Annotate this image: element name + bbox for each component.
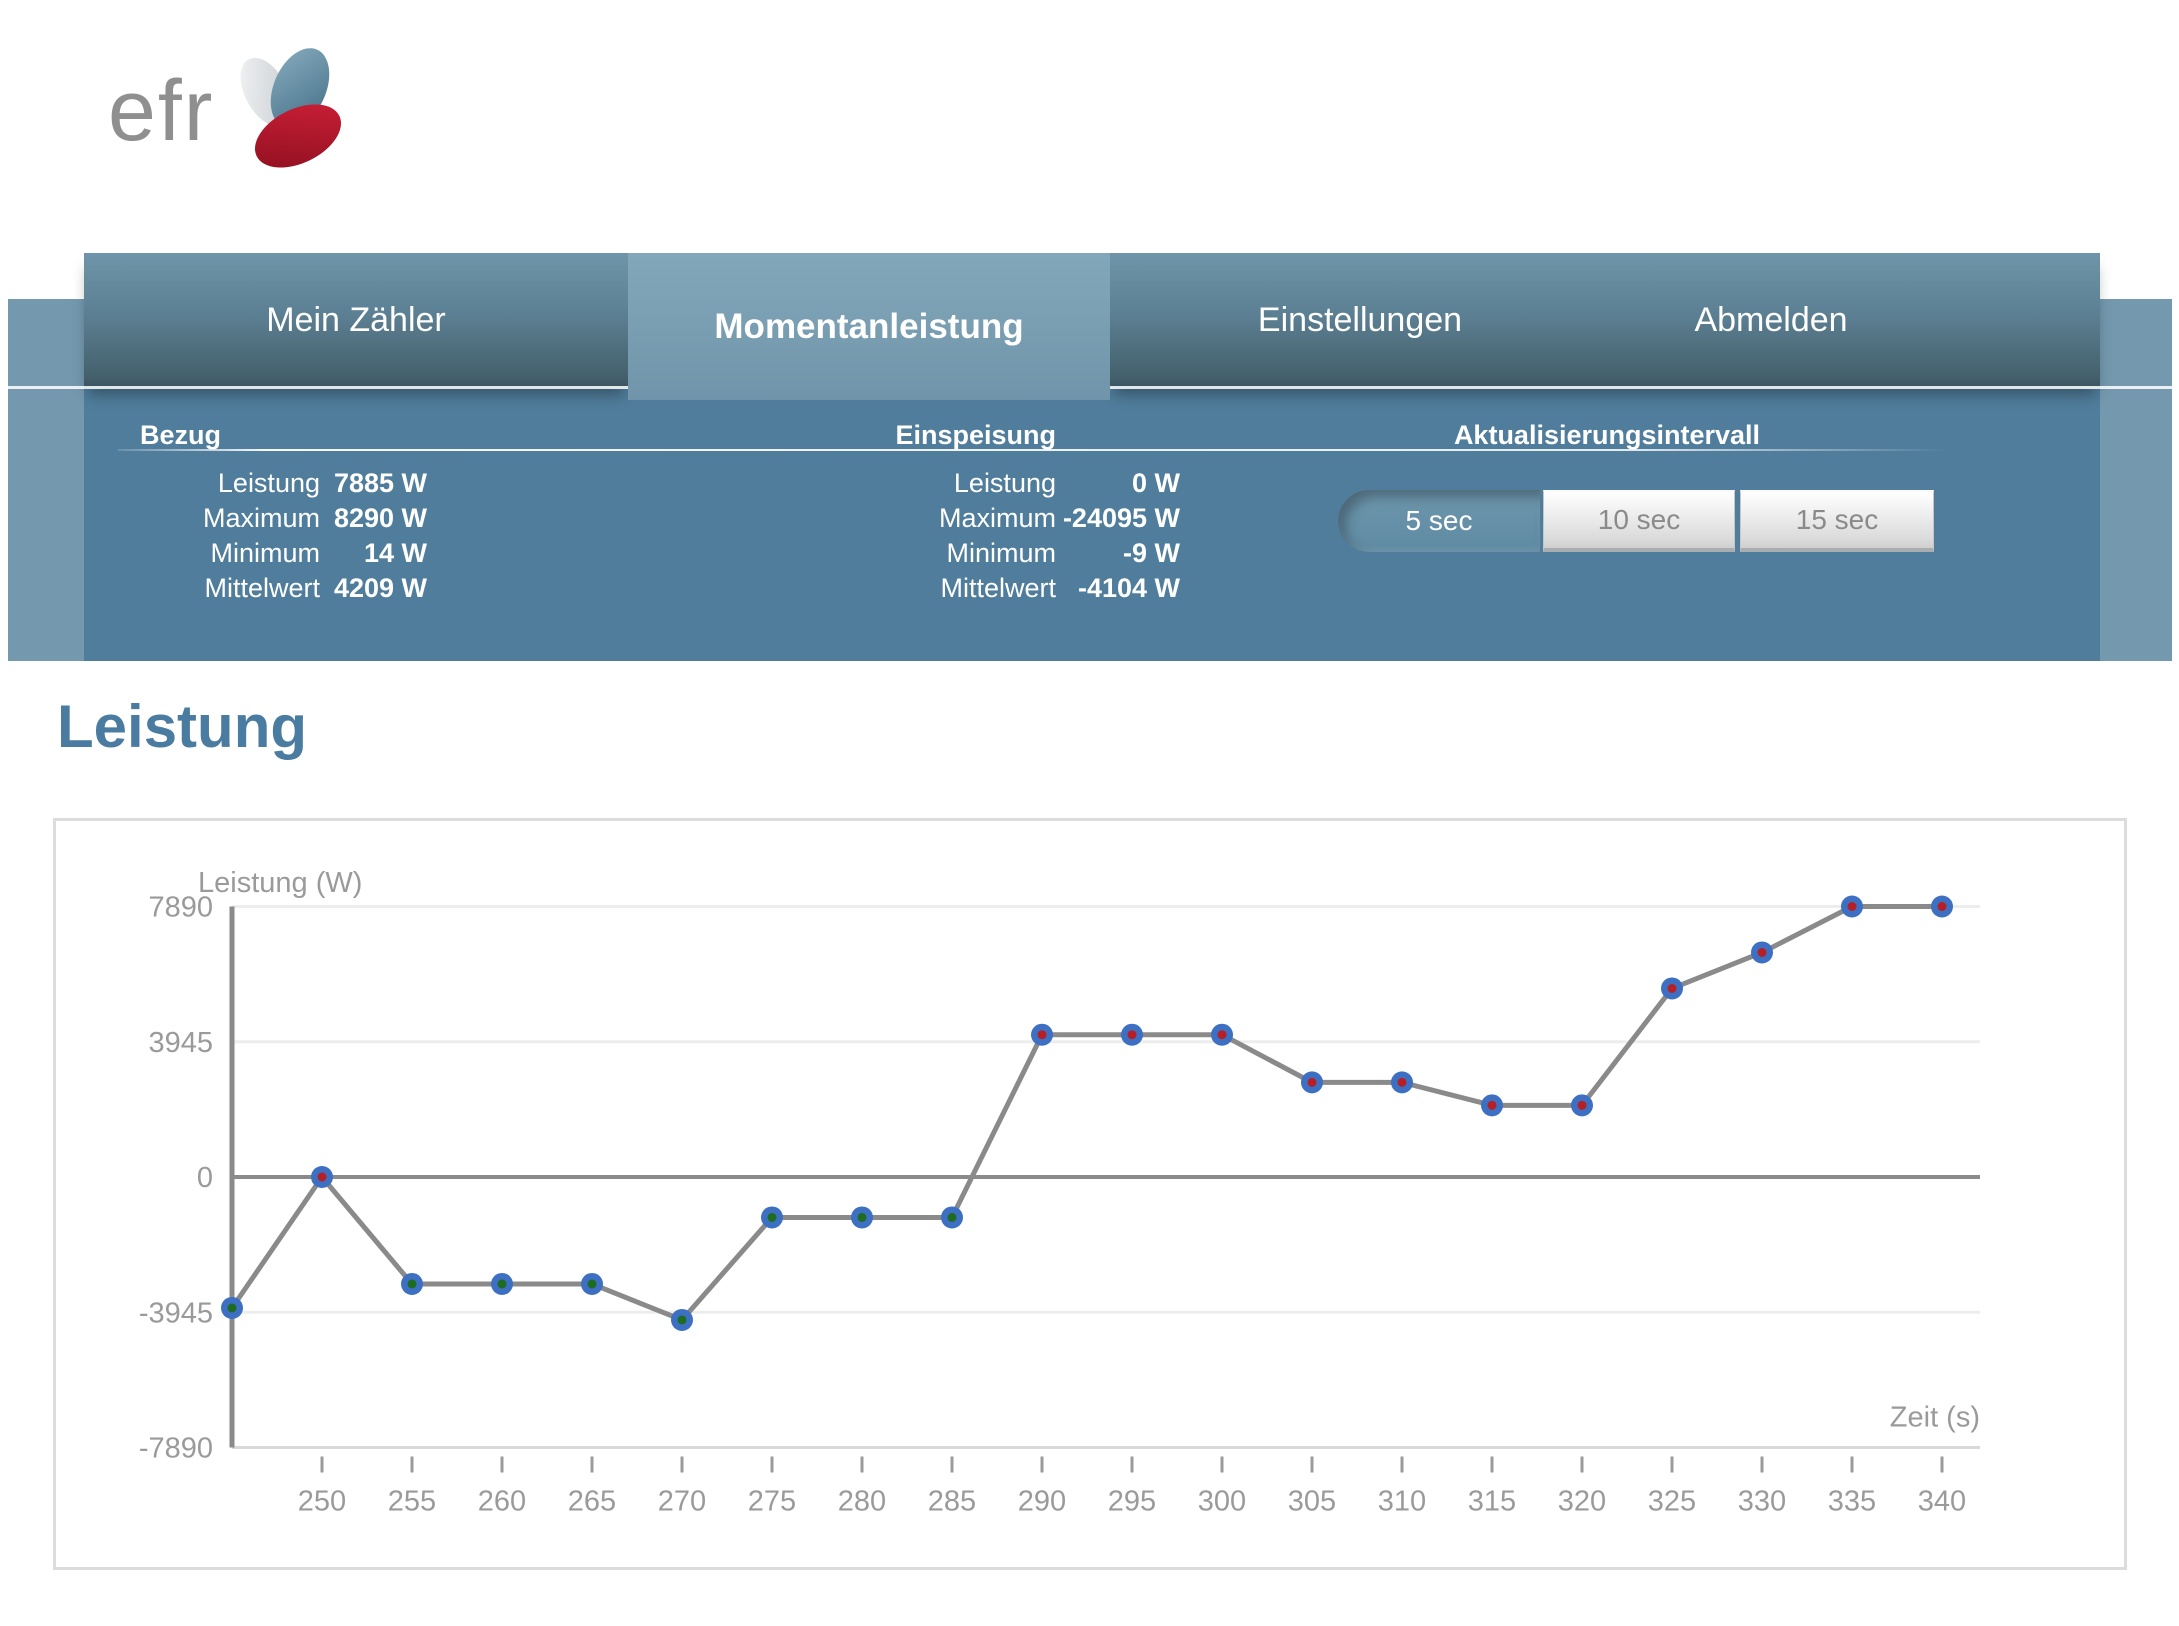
bezug-header: Bezug <box>140 420 221 450</box>
svg-text:315: 315 <box>1468 1486 1516 1518</box>
bezug-row-minimum: Minimum 14 W <box>130 536 427 571</box>
bezug-row-mittelwert: Mittelwert 4209 W <box>130 571 427 606</box>
bezug-row-leistung: Leistung 7885 W <box>130 466 427 501</box>
tab-group-right: Einstellungen Abmelden <box>1110 253 2100 388</box>
tab-mein-zaehler[interactable]: Mein Zähler <box>84 253 628 388</box>
stat-label: Leistung <box>217 468 320 498</box>
svg-text:7890: 7890 <box>148 892 213 924</box>
einspeisung-row-leistung: Leistung 0 W <box>800 466 1180 501</box>
svg-text:330: 330 <box>1738 1486 1786 1518</box>
stat-value: -9 W <box>1123 538 1180 568</box>
stat-label: Leistung <box>953 468 1056 498</box>
svg-text:295: 295 <box>1108 1486 1156 1518</box>
page-title: Leistung <box>57 693 307 760</box>
stat-label: Mittelwert <box>204 573 320 603</box>
stat-value: 0 W <box>1131 468 1180 498</box>
svg-text:255: 255 <box>388 1486 436 1518</box>
bezug-stats: Leistung 7885 W Maximum 8290 W Minimum 1… <box>130 466 427 606</box>
einspeisung-row-mittelwert: Mittelwert -4104 W <box>800 571 1180 606</box>
svg-text:290: 290 <box>1018 1486 1066 1518</box>
stat-label: Minimum <box>210 538 320 568</box>
svg-text:0: 0 <box>197 1162 213 1194</box>
interval-15sec-button[interactable]: 15 sec <box>1740 490 1934 552</box>
svg-text:-3945: -3945 <box>139 1297 213 1329</box>
stat-value: 7885 W <box>333 468 427 498</box>
svg-text:275: 275 <box>748 1486 796 1518</box>
stat-value: 8290 W <box>333 503 427 533</box>
svg-text:Leistung (W): Leistung (W) <box>198 867 362 899</box>
stat-value: 4209 W <box>333 573 427 603</box>
svg-text:280: 280 <box>838 1486 886 1518</box>
einspeisung-row-maximum: Maximum -24095 W <box>800 501 1180 536</box>
svg-text:Zeit (s): Zeit (s) <box>1890 1402 1980 1434</box>
stat-value: 14 W <box>363 538 427 568</box>
svg-text:340: 340 <box>1918 1486 1966 1518</box>
svg-text:250: 250 <box>298 1486 346 1518</box>
einspeisung-stats: Leistung 0 W Maximum -24095 W Minimum -9… <box>800 466 1180 606</box>
svg-text:-7890: -7890 <box>139 1433 213 1465</box>
tab-momentanleistung[interactable]: Momentanleistung <box>628 253 1110 400</box>
brand-logo-text: efr <box>108 63 215 159</box>
stat-label: Minimum <box>946 538 1056 568</box>
efr-petals-icon <box>220 40 365 190</box>
interval-5sec-button[interactable]: 5 sec <box>1338 490 1540 552</box>
svg-text:310: 310 <box>1378 1486 1426 1518</box>
svg-text:265: 265 <box>568 1486 616 1518</box>
svg-text:270: 270 <box>658 1486 706 1518</box>
chart-panel: 7890 3945 0 -3945 -7890 250 255 260 265 270 275 280… <box>53 818 2127 1570</box>
aktualisierungsintervall-header: Aktualisierungsintervall <box>1453 420 1761 450</box>
svg-text:285: 285 <box>928 1486 976 1518</box>
tab-einstellungen[interactable]: Einstellungen <box>1257 301 1463 339</box>
leistung-line-chart: 7890 3945 0 -3945 -7890 250 255 260 265 270 275 280… <box>139 867 1980 1518</box>
brand-logo: efr <box>108 40 388 180</box>
bezug-row-maximum: Maximum 8290 W <box>130 501 427 536</box>
svg-text:335: 335 <box>1828 1486 1876 1518</box>
svg-text:325: 325 <box>1648 1486 1696 1518</box>
interval-10sec-button[interactable]: 10 sec <box>1543 490 1735 552</box>
stat-label: Mittelwert <box>940 573 1056 603</box>
einspeisung-row-minimum: Minimum -9 W <box>800 536 1180 571</box>
stat-value: -24095 W <box>1062 503 1180 533</box>
svg-text:300: 300 <box>1198 1486 1246 1518</box>
svg-text:320: 320 <box>1558 1486 1606 1518</box>
svg-text:305: 305 <box>1288 1486 1336 1518</box>
einspeisung-header: Einspeisung <box>895 420 1056 450</box>
stat-label: Maximum <box>202 503 320 533</box>
tab-abmelden[interactable]: Abmelden <box>1694 301 1848 339</box>
stat-value: -4104 W <box>1077 573 1180 603</box>
svg-text:3945: 3945 <box>148 1027 213 1059</box>
svg-text:260: 260 <box>478 1486 526 1518</box>
stat-label: Maximum <box>938 503 1056 533</box>
stats-header-underline <box>118 449 1950 451</box>
